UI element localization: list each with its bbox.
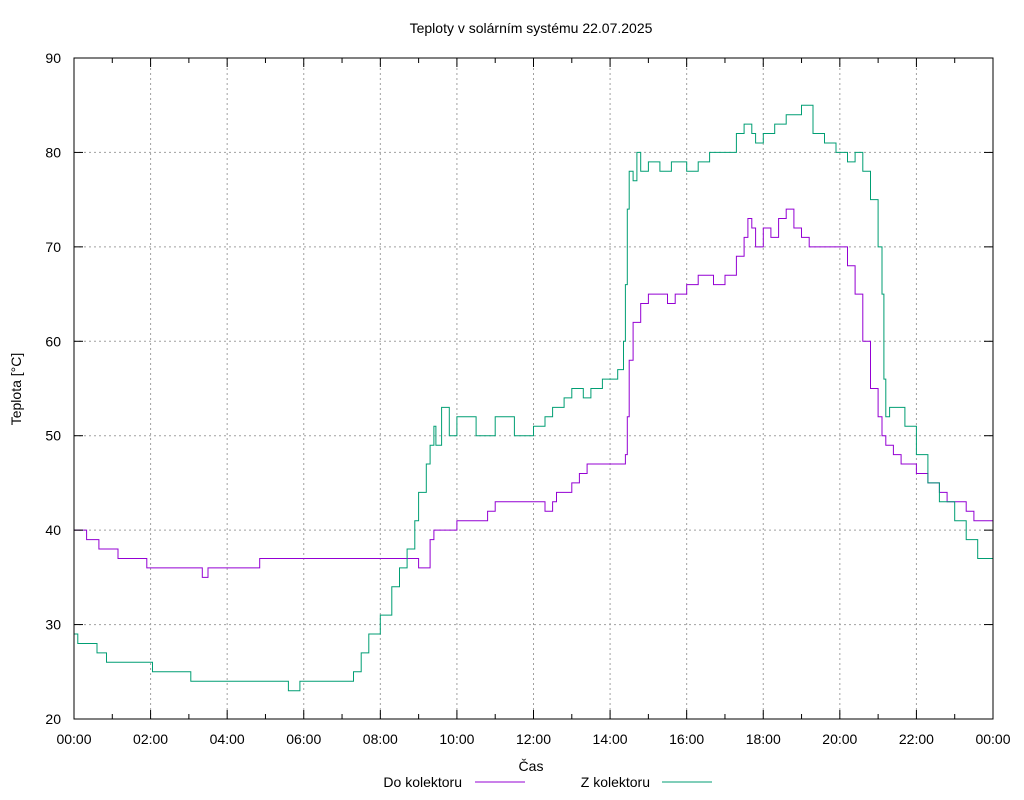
y-tick-label: 30 [45,617,61,633]
chart-title: Teploty v solárním systému 22.07.2025 [410,20,653,36]
x-tick-label: 08:00 [363,731,398,747]
x-tick-label: 04:00 [210,731,245,747]
y-axis-label: Teplota [°C] [8,353,24,426]
y-tick-label: 20 [45,711,61,727]
y-tick-label: 90 [45,50,61,66]
series-line-2 [74,104,994,692]
x-tick-label: 02:00 [133,731,168,747]
x-tick-label: 22:00 [899,731,934,747]
legend-label: Z kolektoru [581,774,650,790]
x-tick-label: 00:00 [56,731,91,747]
x-tick-label: 06:00 [286,731,321,747]
x-tick-label: 14:00 [593,731,628,747]
legend: Do kolektoru Z kolektoru [383,774,712,790]
x-tick-label: 12:00 [516,731,551,747]
tick-labels: 00:00 02:00 04:00 06:00 08:00 10:00 12:00 14:00… [45,50,1010,747]
x-tick-label: 00:00 [975,731,1010,747]
legend-label: Do kolektoru [383,774,462,790]
x-axis-label: Čas [519,758,544,774]
x-tick-label: 10:00 [439,731,474,747]
series-layer [74,104,994,692]
tick-marks [73,57,994,720]
y-tick-label: 70 [45,239,61,255]
y-tick-label: 40 [45,522,61,538]
y-tick-label: 50 [45,428,61,444]
x-tick-label: 20:00 [822,731,857,747]
x-tick-label: 16:00 [669,731,704,747]
series-line-1 [74,208,994,578]
y-tick-label: 80 [45,144,61,160]
y-tick-label: 60 [45,333,61,349]
x-tick-label: 18:00 [746,731,781,747]
